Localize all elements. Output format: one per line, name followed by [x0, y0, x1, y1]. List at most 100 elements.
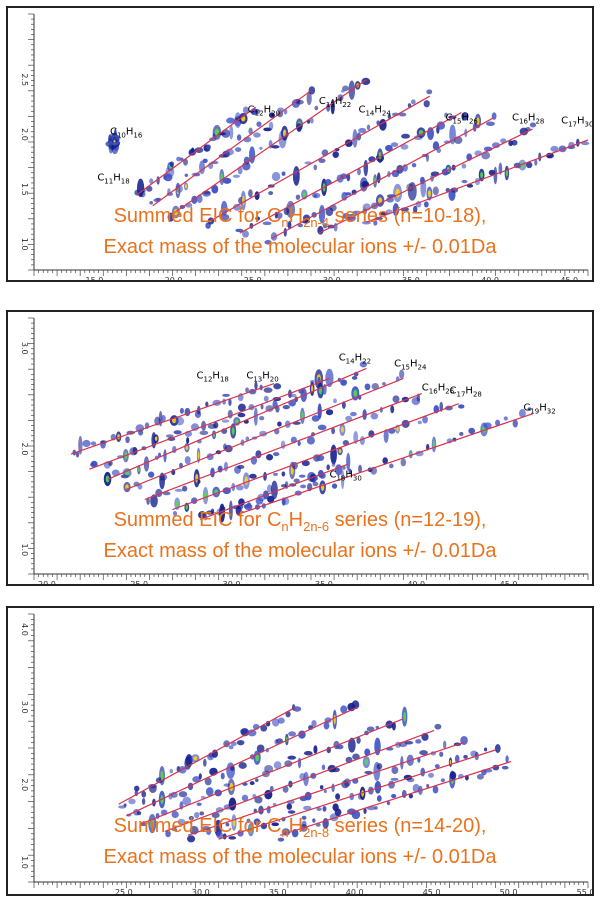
- data-point: [184, 456, 191, 465]
- data-point: [260, 724, 268, 732]
- data-point: [266, 484, 273, 493]
- data-point: [310, 117, 314, 124]
- data-point: [312, 818, 316, 823]
- data-point-peak: [193, 756, 198, 761]
- data-point: [306, 436, 315, 445]
- data-point: [434, 764, 440, 769]
- series-label: C17H28: [450, 386, 482, 399]
- data-point: [376, 763, 383, 770]
- data-point: [165, 434, 174, 438]
- data-point-peak: [340, 426, 344, 433]
- data-point: [176, 156, 182, 162]
- data-point: [319, 785, 324, 790]
- y-tick-label: 1.0: [20, 543, 29, 556]
- data-point: [476, 773, 484, 780]
- data-point: [313, 164, 318, 171]
- data-point: [461, 112, 469, 121]
- data-point: [330, 444, 337, 465]
- data-point: [331, 483, 338, 489]
- caption-2-sub1: n: [281, 519, 289, 534]
- x-tick-label: 40.0: [346, 888, 364, 894]
- data-point: [364, 748, 371, 756]
- x-tick-label: 40.0: [407, 580, 425, 584]
- series-label: C13H20: [246, 370, 278, 383]
- data-point: [314, 105, 319, 111]
- data-point: [406, 777, 415, 783]
- data-point: [494, 744, 501, 753]
- series-fit-line: [107, 367, 367, 480]
- data-point: [348, 737, 356, 753]
- data-point: [228, 797, 237, 811]
- data-point: [415, 739, 422, 744]
- data-point: [281, 171, 286, 176]
- data-point: [336, 744, 344, 750]
- caption-3-pre: Summed EIC for C: [113, 815, 282, 837]
- data-point: [295, 194, 301, 200]
- data-point: [443, 140, 451, 144]
- data-point: [322, 805, 327, 812]
- data-point: [184, 407, 191, 417]
- data-point: [125, 436, 130, 444]
- data-point: [371, 383, 379, 390]
- data-point: [236, 484, 244, 491]
- series-fit-line: [70, 382, 275, 455]
- data-point: [281, 471, 286, 477]
- data-point: [398, 112, 407, 117]
- data-point: [342, 465, 346, 470]
- data-point: [390, 777, 399, 781]
- caption-1-pre: Summed EIC for C: [113, 205, 282, 227]
- series-fit-line: [218, 749, 496, 840]
- data-point: [385, 209, 393, 214]
- data-point: [220, 213, 230, 221]
- data-point: [391, 721, 396, 731]
- x-tick-label: 20.0: [165, 276, 183, 280]
- data-point: [174, 488, 183, 492]
- data-point-peak: [137, 467, 140, 473]
- x-tick-label: 20.0: [38, 580, 56, 584]
- x-tick-label: 45.0: [560, 276, 578, 280]
- y-tick-label: 3.0: [20, 342, 29, 355]
- data-point: [148, 471, 155, 478]
- data-point: [266, 454, 274, 461]
- data-point-peak: [396, 426, 399, 432]
- data-point: [178, 791, 188, 798]
- data-point: [264, 240, 272, 245]
- data-point: [111, 142, 119, 146]
- data-point: [373, 219, 378, 226]
- data-point: [191, 147, 195, 153]
- data-point: [255, 216, 260, 221]
- data-point: [440, 778, 446, 783]
- data-point-peak: [160, 770, 164, 781]
- data-point: [432, 785, 439, 794]
- blob-group: [105, 77, 590, 245]
- chart-panel-2: 20.0 25.0 30.0 35.0 40.0 45.0 1.0 2.0 3.0 C12H18 C…: [6, 310, 594, 586]
- data-point: [432, 186, 439, 196]
- data-point: [196, 802, 202, 806]
- data-point-peak: [195, 473, 199, 483]
- data-point-peak: [235, 419, 239, 424]
- y-tick-label: 1.5: [20, 183, 29, 196]
- data-point: [237, 464, 245, 470]
- data-point: [128, 798, 136, 805]
- data-point: [317, 403, 322, 420]
- data-point: [483, 422, 492, 429]
- data-point: [184, 173, 189, 178]
- data-point-peak: [449, 759, 452, 765]
- data-point: [302, 214, 311, 222]
- data-point: [426, 783, 430, 788]
- data-point: [297, 223, 304, 228]
- data-point: [335, 793, 341, 800]
- data-point: [175, 184, 183, 193]
- data-point: [263, 395, 269, 402]
- data-point: [366, 124, 371, 131]
- data-point: [242, 106, 249, 115]
- data-point: [512, 419, 518, 428]
- data-point: [426, 89, 433, 95]
- data-point: [277, 837, 285, 842]
- data-point: [505, 755, 509, 764]
- data-point: [449, 771, 457, 780]
- data-point: [229, 125, 234, 140]
- data-point: [179, 407, 184, 414]
- data-point: [267, 495, 275, 503]
- data-point: [235, 228, 244, 233]
